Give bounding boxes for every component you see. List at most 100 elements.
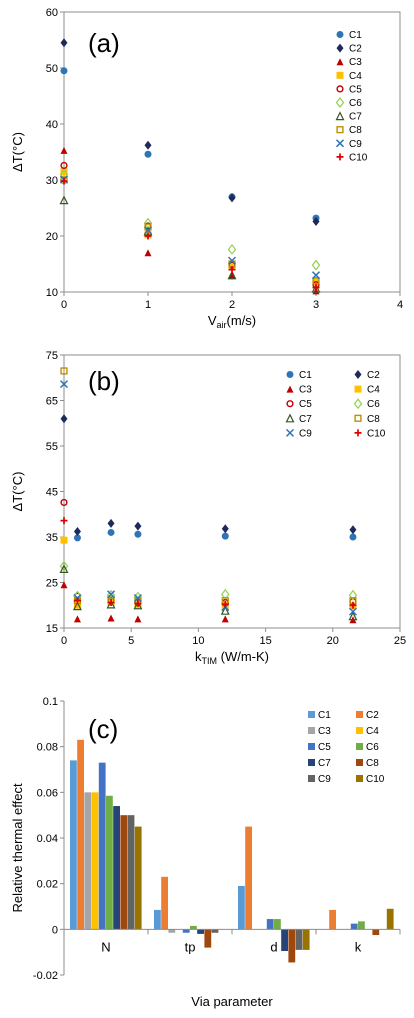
legend-label: C7 [299, 414, 312, 425]
bar [302, 929, 310, 950]
data-point [227, 270, 237, 280]
series-C5 [60, 498, 357, 607]
legend-label: C5 [349, 84, 362, 95]
data-point [144, 232, 152, 240]
legend-marker [336, 126, 344, 134]
legend-label: C6 [349, 98, 362, 109]
series-C2 [60, 414, 357, 537]
bar [197, 929, 204, 934]
legend-marker [354, 370, 362, 379]
series-C9 [59, 380, 357, 616]
y-axis-label: ΔT(°C) [10, 472, 25, 512]
y-axis-label: Relative thermal effect [10, 783, 25, 912]
legend-label: C8 [349, 125, 362, 136]
bar [288, 929, 296, 963]
data-point [59, 560, 69, 572]
bar-series-C5 [98, 762, 358, 933]
y-tick-label: 0.06 [37, 787, 58, 799]
legend-label: C10 [366, 774, 385, 785]
data-point [228, 266, 236, 274]
data-point [107, 528, 115, 536]
bar [211, 929, 219, 933]
series-C1 [73, 528, 357, 542]
series-C6 [59, 168, 321, 271]
bar [386, 908, 394, 930]
legend-label: C7 [318, 758, 331, 769]
bar-series-C7 [113, 806, 288, 952]
legend-label: C9 [349, 139, 362, 150]
y-tick-label: 65 [46, 396, 58, 408]
data-point [221, 600, 229, 608]
x-axis-label: Via parameter [191, 994, 273, 1009]
data-point [60, 38, 68, 48]
data-point [73, 615, 81, 623]
legend-marker [353, 398, 363, 410]
bar [274, 919, 281, 930]
series-C1 [60, 67, 320, 222]
legend-label: C8 [366, 758, 379, 769]
series-C4 [60, 536, 357, 610]
legend-label: C5 [318, 742, 331, 753]
series-C6 [59, 560, 358, 603]
data-point [60, 536, 68, 544]
legend-marker [335, 97, 345, 108]
legend-marker [285, 428, 295, 437]
data-point [107, 590, 116, 599]
legend-marker [354, 429, 362, 437]
data-point [60, 498, 68, 507]
y-tick-label: 75 [46, 350, 58, 362]
bar [190, 925, 197, 930]
data-point [60, 168, 68, 176]
bar [329, 909, 336, 930]
y-tick-label: 0.02 [37, 879, 58, 891]
data-point [228, 272, 236, 280]
legend-marker [286, 371, 294, 378]
bar-panel: -0.02 0 0.02 0.04 0.06 0.08 0.1 N tp d k Relative t… [10, 696, 401, 1009]
data-point [221, 524, 229, 534]
data-point [107, 614, 115, 622]
legend-marker [335, 139, 345, 148]
legend-swatch [356, 775, 363, 782]
bar [238, 885, 245, 930]
data-point [311, 283, 321, 293]
data-point [60, 146, 68, 154]
data-point [134, 530, 142, 538]
legend-swatch [308, 727, 315, 734]
scatter-panel-1: 15 25 35 45 55 65 75 0 5 10 15 20 25 ΔT(°C) kTIM (W/m-… [10, 350, 406, 666]
bar [98, 762, 106, 930]
bar-series-C4 [91, 792, 99, 930]
series-C8 [60, 176, 320, 285]
series-C2 [60, 38, 320, 226]
y-tick-label: 35 [46, 532, 58, 544]
legend-label: C8 [367, 414, 380, 425]
panel-label: (b) [88, 366, 120, 396]
y-tick-label: 0.1 [43, 696, 58, 708]
y-tick-label: 10 [46, 287, 58, 299]
x-axis-label-unit: (W/m-K) [217, 649, 269, 664]
bar-series-C3 [84, 792, 176, 933]
legend-label: C5 [299, 399, 312, 410]
series-C5 [60, 161, 320, 289]
data-point [348, 611, 358, 621]
legend-marker [335, 111, 345, 121]
legend-marker [286, 385, 294, 393]
bar [281, 929, 288, 952]
legend-label: C2 [366, 710, 379, 721]
legend-marker [285, 413, 295, 423]
y-tick-label: 40 [46, 119, 58, 131]
bar [106, 795, 113, 930]
legend-label: C1 [299, 370, 312, 381]
bar [266, 919, 274, 930]
category-label: k [355, 939, 362, 954]
legend-label: C10 [349, 152, 368, 163]
data-point [227, 256, 237, 265]
data-point [59, 564, 69, 573]
category-label: tp [185, 939, 196, 954]
data-point [107, 599, 115, 607]
bar [295, 929, 303, 950]
data-point [227, 243, 237, 255]
x-axis-label-subscript: air [217, 320, 227, 330]
data-point [312, 284, 320, 292]
bar [372, 929, 380, 936]
